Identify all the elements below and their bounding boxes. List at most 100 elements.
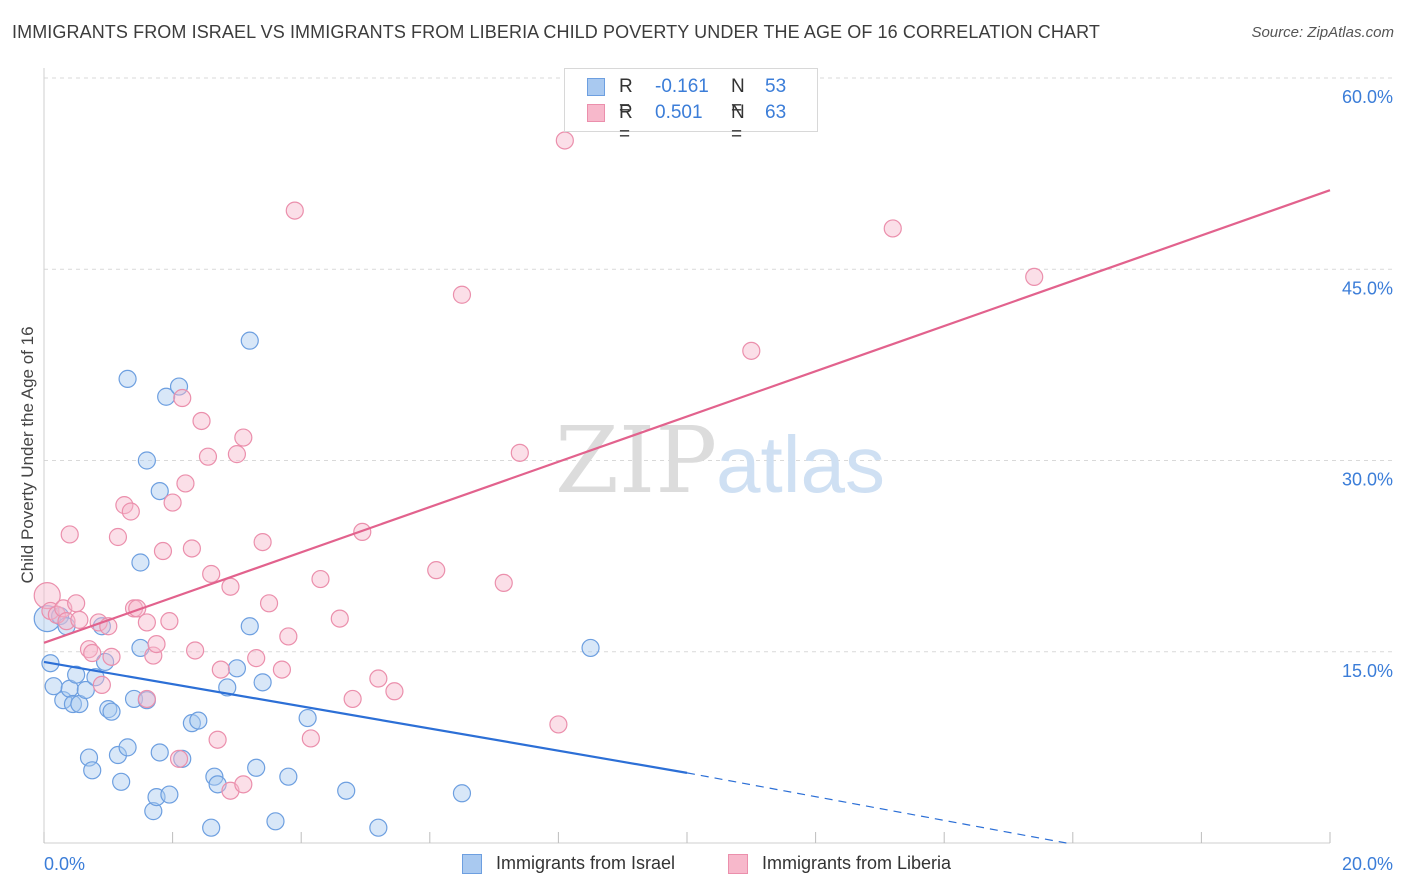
liberia-point — [176, 474, 195, 493]
liberia-point — [311, 569, 330, 589]
liberia-point — [272, 660, 292, 679]
liberia-points — [33, 131, 1044, 800]
liberia-point — [137, 689, 156, 709]
n-label: N = — [731, 76, 745, 119]
x-tick-label: 20.0% — [1342, 854, 1393, 874]
israel-point — [108, 745, 128, 765]
liberia-point — [198, 447, 218, 466]
liberia-point — [494, 573, 513, 593]
tick-labels: 15.0% 30.0% 45.0% 60.0% 0.0% 20.0% — [44, 87, 1393, 874]
watermark: ZIP atlas — [555, 407, 885, 514]
israel-point — [63, 694, 83, 714]
liberia-point — [279, 627, 298, 646]
legend-label-israel: Immigrants from Israel — [496, 853, 676, 873]
liberia-point — [1025, 267, 1044, 286]
liberia-point — [227, 445, 246, 464]
liberia-point — [385, 682, 404, 701]
israel-point — [144, 802, 163, 821]
liberia-point — [510, 443, 529, 462]
liberia-point — [192, 411, 211, 431]
liberia-point — [369, 669, 388, 688]
n-value: 63 — [765, 102, 787, 123]
watermark-atlas: atlas — [716, 420, 885, 509]
y-tick-label: 60.0% — [1342, 87, 1393, 107]
israel-point — [83, 761, 102, 780]
n-value: 53 — [765, 76, 787, 97]
stats-legend: R = -0.161 N = 53 R = 0.501 N = 63 — [564, 68, 818, 145]
liberia-point — [186, 641, 205, 660]
n-label: N = — [731, 102, 745, 145]
liberia-point — [247, 649, 266, 668]
israel-point — [112, 772, 131, 791]
israel-point — [150, 743, 169, 762]
israel-point — [118, 369, 137, 388]
chart-title: IMMIGRANTS FROM ISRAEL VS IMMIGRANTS FRO… — [12, 22, 1100, 42]
liberia-point — [182, 539, 201, 558]
israel-point — [124, 689, 144, 709]
y-tick-label: 30.0% — [1342, 470, 1393, 490]
liberia-point — [330, 609, 349, 628]
liberia-point — [92, 675, 111, 695]
israel-point — [337, 781, 356, 800]
r-label: R = — [619, 76, 633, 119]
legend-swatch-liberia — [728, 854, 748, 874]
israel-point — [266, 812, 285, 831]
series-legend: Immigrants from Israel Immigrants from L… — [0, 852, 1406, 878]
israel-point — [279, 767, 298, 786]
liberia-point — [259, 594, 279, 613]
liberia-point — [173, 388, 192, 408]
r-value: -0.161 — [655, 76, 709, 97]
r-value: 0.501 — [655, 102, 703, 123]
liberia-point — [169, 749, 189, 768]
liberia-point — [67, 594, 86, 613]
legend-swatch-liberia — [587, 104, 605, 122]
liberia-point — [208, 730, 227, 749]
israel-point — [240, 617, 259, 636]
liberia-point — [742, 341, 761, 360]
israel-point — [157, 387, 176, 406]
liberia-point — [202, 564, 221, 584]
y-axis-title: Child Poverty Under the Age of 16 — [18, 326, 37, 583]
liberia-point — [211, 660, 230, 679]
liberia-point — [301, 729, 320, 748]
y-axis-title-group: Child Poverty Under the Age of 16 — [18, 326, 37, 583]
liberia-point — [137, 613, 156, 632]
liberia-point — [147, 634, 166, 654]
liberia-point — [102, 647, 121, 666]
y-tick-label: 15.0% — [1342, 661, 1393, 681]
israel-point — [369, 818, 388, 837]
israel-point — [169, 377, 189, 396]
liberia-point — [60, 525, 79, 544]
israel-point — [76, 680, 95, 700]
israel-point — [253, 673, 272, 692]
liberia-point — [83, 643, 102, 663]
israel-point — [218, 678, 237, 697]
liberia-trend-line — [43, 189, 1331, 644]
israel-point — [298, 708, 317, 728]
israel-point — [137, 451, 156, 470]
liberia-point — [427, 561, 446, 580]
liberia-point — [253, 532, 272, 552]
liberia-point — [343, 689, 362, 709]
israel-point — [118, 738, 137, 757]
israel-points — [33, 331, 600, 837]
israel-point — [102, 702, 121, 721]
trend-lines — [43, 189, 1331, 844]
axes — [43, 68, 1331, 844]
legend-swatch-israel — [462, 854, 482, 874]
israel-point — [150, 482, 169, 501]
legend-swatch-israel — [587, 78, 605, 96]
liberia-point — [153, 541, 173, 561]
r-label: R = — [619, 102, 633, 145]
liberia-point — [33, 582, 61, 610]
source-label: Source: ZipAtlas.com — [1251, 24, 1394, 41]
israel-point — [581, 638, 600, 658]
liberia-point — [121, 502, 140, 521]
israel-trend-extension — [686, 772, 1067, 844]
israel-point — [67, 665, 86, 684]
liberia-point — [144, 646, 163, 665]
israel-point — [452, 784, 472, 803]
israel-point — [189, 711, 208, 730]
x-tick-label: 0.0% — [44, 854, 85, 874]
